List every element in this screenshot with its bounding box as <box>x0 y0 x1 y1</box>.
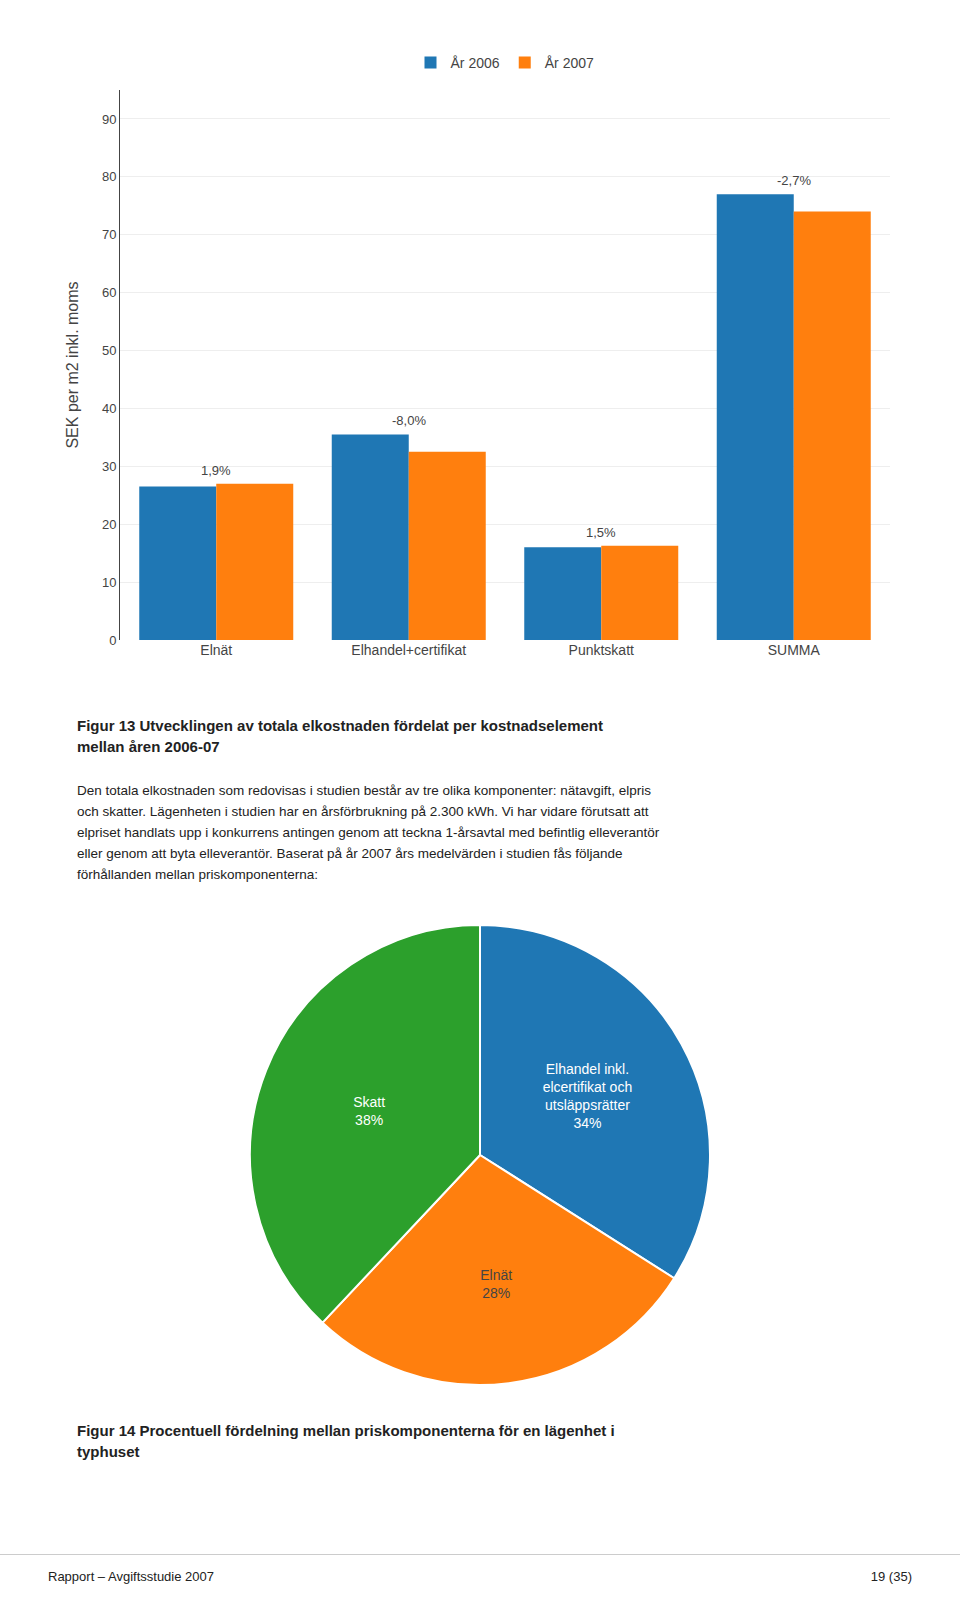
svg-text:30: 30 <box>102 459 116 474</box>
svg-text:80: 80 <box>102 169 116 184</box>
svg-text:Punktskatt: Punktskatt <box>569 642 634 658</box>
svg-text:1,9%: 1,9% <box>201 463 231 478</box>
svg-text:1,5%: 1,5% <box>586 525 616 540</box>
svg-text:År 2006: År 2006 <box>451 55 500 71</box>
svg-text:60: 60 <box>102 285 116 300</box>
svg-text:-2,7%: -2,7% <box>777 173 811 188</box>
html-text:19 (35): 19 (35) <box>870 1569 912 1584</box>
svg-text:90: 90 <box>102 112 116 127</box>
svg-text:40: 40 <box>102 401 116 416</box>
svg-text:0: 0 <box>109 633 116 648</box>
html-text:och skatter. Lägenheten i stud: och skatter. Lägenheten i studien har en… <box>77 804 649 819</box>
html-text:typhuset: typhuset <box>77 1443 140 1460</box>
svg-text:20: 20 <box>102 517 116 532</box>
svg-text:10: 10 <box>102 575 116 590</box>
svg-text:Elnät28%: Elnät28% <box>480 1267 512 1301</box>
svg-text:Elnät: Elnät <box>200 642 232 658</box>
svg-text:50: 50 <box>102 343 116 358</box>
svg-text:SEK per m2 inkl. moms: SEK per m2 inkl. moms <box>64 281 81 448</box>
svg-text:Elhandel+certifikat: Elhandel+certifikat <box>351 642 466 658</box>
html-text:mellan åren 2006-07: mellan åren 2006-07 <box>77 738 220 755</box>
html-text:förhållanden mellan priskompon: förhållanden mellan priskomponenterna: <box>77 867 318 882</box>
svg-text:Skatt38%: Skatt38% <box>353 1094 385 1128</box>
html-text:eller genom att byta elleveran: eller genom att byta elleverantör. Baser… <box>77 846 623 861</box>
html-text:Den totala elkostnaden som red: Den totala elkostnaden som redovisas i s… <box>77 783 652 798</box>
html-text:Figur 14 Procentuell fördelnin: Figur 14 Procentuell fördelning mellan p… <box>77 1422 615 1439</box>
svg-text:70: 70 <box>102 227 116 242</box>
svg-text:-8,0%: -8,0% <box>392 413 426 428</box>
html-text:Rapport – Avgiftsstudie 2007: Rapport – Avgiftsstudie 2007 <box>48 1569 214 1584</box>
html-text:elpriset handlats upp i konkur: elpriset handlats upp i konkurrens antin… <box>77 825 660 840</box>
svg-text:SUMMA: SUMMA <box>768 642 821 658</box>
html-text:Figur 13 Utvecklingen av total: Figur 13 Utvecklingen av totala elkostna… <box>77 717 603 734</box>
svg-text:År 2007: År 2007 <box>545 55 594 71</box>
svg-text:Elhandel inkl.elcertifikat och: Elhandel inkl.elcertifikat ochutsläppsrä… <box>543 1061 632 1132</box>
